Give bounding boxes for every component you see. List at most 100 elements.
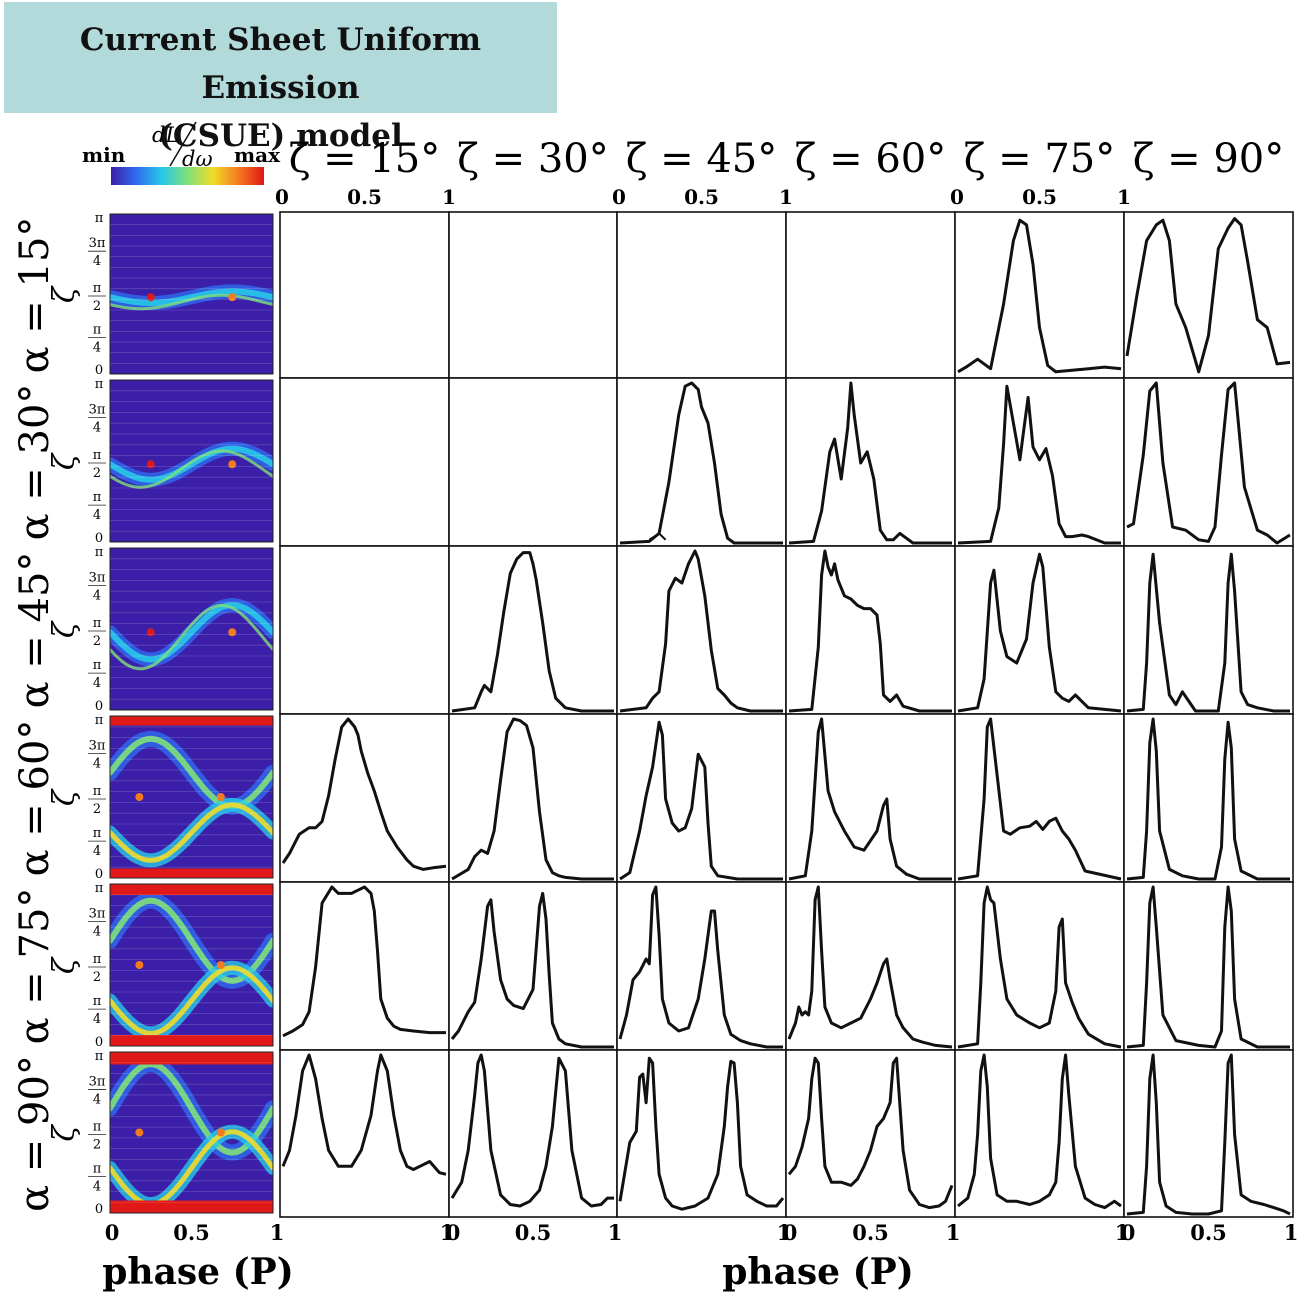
column-header-zeta-2: ζ = 30° [457,136,609,182]
map-y-tick-denominator: 4 [93,341,101,356]
sky-map-hotspot [216,793,225,801]
light-curve-frame [448,211,618,379]
sky-map-hotspot [228,460,237,469]
panel-x-tick-label: 0 [783,1220,798,1245]
light-curve-line [1126,381,1291,545]
row-label-alpha-4: α = 60° [12,720,58,877]
colorbar-min-label: min [82,143,126,167]
panel-x-tick-label: 1 [946,1220,961,1245]
map-y-tick-denominator: 2 [93,466,101,481]
map-y-tick-numerator: π [93,952,102,967]
sky-map-hotspot [135,1128,144,1137]
map-y-tick-numerator: 3π [89,907,106,922]
map-y-tick-numerator: 3π [89,739,106,754]
map-x-tick-label: 0.5 [173,1220,210,1245]
map-ylabel-zeta: ζ [47,285,82,303]
sky-map-frame [109,1051,274,1214]
light-curve-line [788,549,952,713]
sky-map-band-inner [110,449,273,489]
light-curve-panel-r1-c1 [279,211,450,379]
light-curve-frame [279,377,450,547]
top-x-tick-label: 0.5 [684,185,719,209]
sky-map-hotspot [146,628,155,637]
map-y-tick-denominator: 2 [93,299,101,314]
column-header-zeta-3: ζ = 45° [626,136,778,182]
light-curve-panel-r3-c5 [954,545,1125,715]
map-y-tick-denominator: 4 [93,1012,101,1027]
map-y-tick-label: π [95,377,104,392]
map-y-tick-numerator: π [93,616,102,631]
sky-map-band-inner [110,603,273,671]
light-curve-frame [1123,881,1294,1051]
map-y-tick-label: 0 [95,867,103,882]
sky-map-band-mid [110,1129,273,1207]
sky-map-band-mid [110,965,273,1036]
light-curve-line [450,1053,614,1208]
map-y-tick-denominator: 4 [93,508,101,523]
light-curve-panel-r6-c3 [616,1049,787,1218]
map-y-tick-denominator: 2 [93,1138,101,1153]
map-y-tick-numerator: π [93,1161,102,1176]
light-curve-frame [448,377,618,547]
sky-map-pole-top [110,716,273,726]
light-curve-panel-r2-c3 [616,377,787,547]
sky-map-3: π 3π 4 π 2 π 4 0 [88,545,274,714]
column-header-zeta-6: ζ = 90° [1133,136,1285,182]
map-x-tick-label: 0 [105,1220,120,1245]
sky-map-hotspot [135,961,144,969]
top-x-tick-label: 0 [275,185,289,209]
sky-map-hotspot [228,293,237,302]
map-x-tick-label: 1 [270,1220,285,1245]
column-headers: ζ = 15° ζ = 30° ζ = 45° ζ = 60° ζ = 75° ζ = 9… [275,136,1284,209]
top-x-tick-label: 0 [950,185,964,209]
sky-map-content [110,884,273,1046]
map-y-tick-denominator: 2 [93,634,101,649]
map-y-tick-label: 0 [95,363,103,378]
light-curve-line [619,381,783,545]
light-curve-panel-r4-c5 [954,713,1125,883]
map-y-tick-label: 0 [95,1035,103,1050]
column-header-zeta-1: ζ = 15° [289,136,441,182]
map-y-tick-label: π [95,881,104,896]
sky-map-frame [109,547,274,711]
light-curve-frame [954,211,1125,379]
panel-x-tick-label: 0.5 [852,1220,889,1245]
top-x-tick-label: 1 [442,185,456,209]
light-curve-line [1126,885,1290,1049]
light-curve-panel-r4-c2 [448,713,618,883]
light-curve-panel-r6-c2 [448,1049,618,1218]
panel-x-tick-label: 1 [777,1220,792,1245]
light-curve-frame [954,377,1125,547]
map-y-tick-denominator: 2 [93,970,101,985]
map-y-tick-label: π [95,1049,104,1064]
light-curve-frame [616,881,787,1051]
light-curve-panel-r2-c1 [279,377,450,547]
light-curve-line [957,717,1122,881]
sky-map-band-inner [110,293,273,311]
sky-map-frame [109,883,274,1047]
top-x-tick-label: 1 [779,185,793,209]
sky-map-pole-bottom [110,1200,273,1213]
light-curve-frame [785,1049,956,1218]
sky-map-frame [109,213,274,375]
light-curve-line [787,1056,954,1210]
light-curve-line [1126,552,1290,713]
light-curve-line [451,551,614,713]
sky-map-pole-bottom [110,868,273,878]
light-curve-panel-r5-c4 [785,881,956,1051]
light-curve-panel-r5-c1 [279,881,450,1051]
sky-map-frame [109,379,274,543]
colorbar-quantity-numerator: dL [152,123,179,147]
light-curve-line [281,1053,447,1176]
map-ylabel-zeta: ζ [47,956,82,974]
light-curve-bump [648,532,667,541]
light-curve-panel-r2-c5 [954,377,1125,547]
light-curve-frame [954,1049,1125,1218]
light-curve-frame [448,1049,618,1218]
row-label-alpha-6: α = 90° [12,1055,58,1212]
top-x-tick-label: 1 [1117,185,1131,209]
map-y-tick-denominator: 2 [93,802,101,817]
sky-map-band-mid [110,802,273,863]
light-curve-frame [1123,377,1294,547]
